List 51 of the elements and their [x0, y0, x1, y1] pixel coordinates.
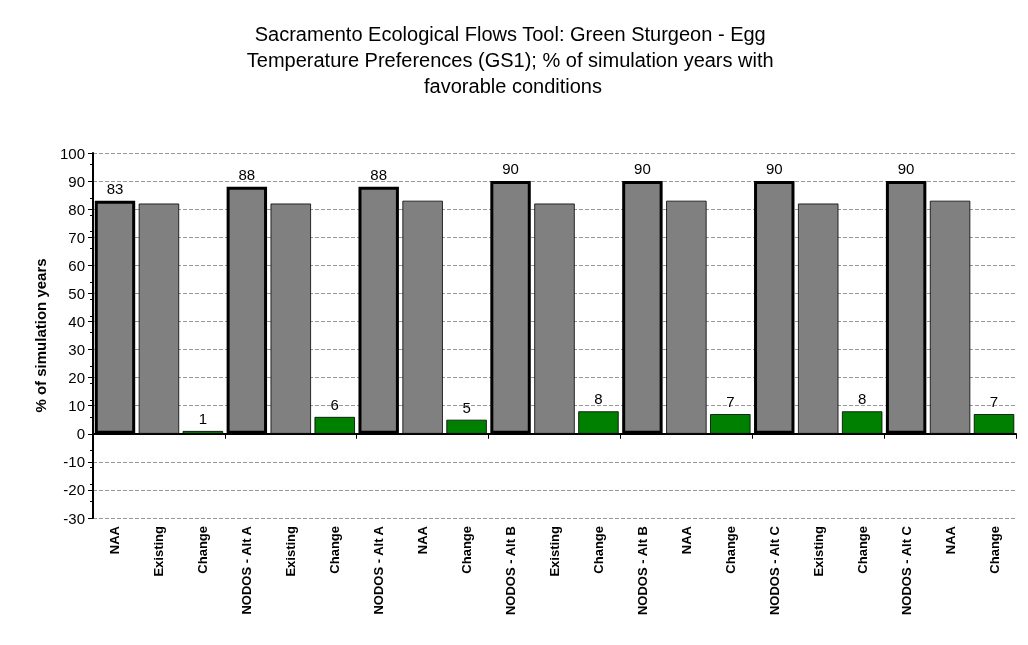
y-tick-label: -10	[63, 453, 85, 471]
y-tick-label: 50	[68, 284, 85, 302]
data-label: 90	[502, 160, 519, 178]
x-tick-label: Change	[327, 526, 343, 574]
y-tick-label: 60	[68, 256, 85, 274]
y-tick-label: 100	[59, 144, 85, 162]
data-label: 90	[897, 160, 915, 178]
data-label: 8	[594, 390, 603, 408]
x-tick-label: NODOS - Alt B	[503, 526, 519, 616]
data-label: 8	[857, 390, 867, 408]
data-label: 7	[726, 393, 735, 411]
data-label: 88	[238, 165, 256, 183]
x-tick-label: Existing	[283, 525, 299, 577]
data-label: 5	[462, 398, 471, 416]
x-tick-label: Change	[722, 526, 738, 574]
x-tick-label: NAA	[415, 525, 431, 555]
x-tick-label: Change	[986, 526, 1002, 574]
x-tick-label: Existing	[151, 525, 167, 577]
x-tick-label: Existing	[547, 525, 562, 577]
y-tick-label: 20	[68, 369, 85, 387]
y-tick-label: 80	[68, 200, 85, 218]
x-tick-label: NODOS - Alt B	[634, 526, 650, 616]
data-label: 7	[989, 393, 999, 411]
x-tick-label: Change	[195, 526, 211, 574]
data-label: 83	[106, 179, 124, 197]
y-tick-label: 10	[68, 397, 85, 415]
x-tick-label: Existing	[810, 525, 826, 577]
y-tick-label: -30	[63, 509, 85, 527]
y-tick-label: -20	[63, 481, 85, 499]
y-tick-label: 70	[68, 228, 85, 246]
y-axis-title: % of simulation years	[32, 258, 49, 413]
y-tick-label: 90	[68, 172, 85, 190]
x-tick-label: Change	[590, 526, 606, 574]
x-tick-label: NAA	[678, 525, 694, 555]
x-tick-label: NAA	[107, 525, 123, 555]
chart-title: Sacramento Ecological Flows Tool: Green Sturgeon - Egg Temperature Preferences (GS1); % of simulation years with favorable conditions	[246, 23, 780, 97]
x-tick-label: NODOS - Alt C	[898, 525, 914, 616]
y-tick-label: 30	[68, 341, 85, 359]
data-label: 1	[198, 409, 208, 427]
x-tick-label: Change	[854, 526, 870, 574]
x-tick-label: NODOS - Alt A	[239, 525, 255, 615]
data-label: 6	[330, 395, 339, 413]
x-tick-label: NAA	[942, 525, 958, 555]
data-label: 90	[634, 160, 651, 178]
y-tick-label: 40	[68, 312, 85, 330]
data-label: 90	[765, 160, 783, 178]
y-tick-label: 0	[76, 425, 85, 443]
x-tick-label: Change	[459, 526, 475, 574]
data-label: 88	[370, 165, 388, 183]
x-tick-label: NODOS - Alt C	[766, 525, 782, 616]
x-tick-label: NODOS - Alt A	[371, 525, 387, 615]
